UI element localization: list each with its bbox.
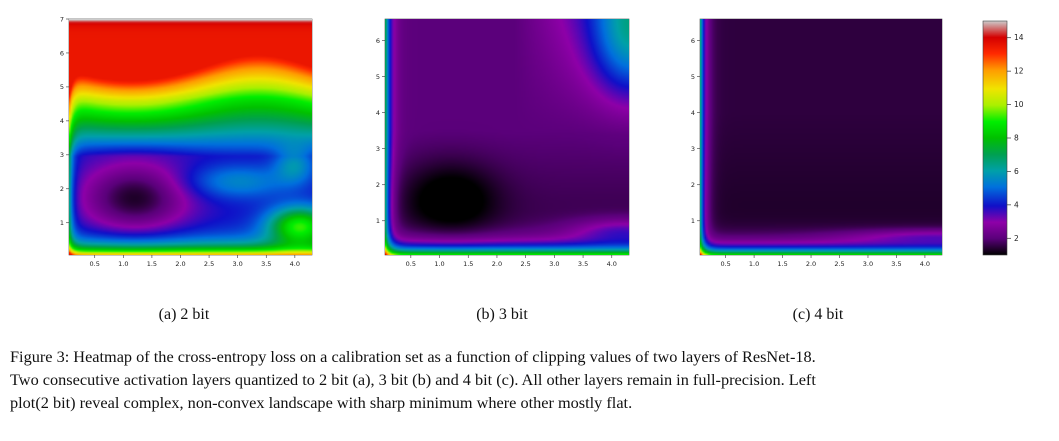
y-tick-label: 6	[60, 49, 64, 57]
colorbar-ticks: 2 4 6 8 10 12 14	[1007, 33, 1024, 243]
x-tick-label: 1.5	[147, 260, 157, 268]
colorbar-tick-label: 4	[1014, 200, 1019, 209]
y-tick-label: 3	[376, 145, 380, 153]
x-tick-label: 3.0	[232, 260, 242, 268]
x-tick-label: 3.5	[891, 260, 901, 268]
y-tick-label: 4	[60, 117, 64, 125]
x-tick-label: 0.5	[406, 260, 416, 268]
y-tick-label: 1	[691, 217, 695, 225]
x-tick-label: 3.0	[863, 260, 873, 268]
x-tick-label: 1.0	[118, 260, 128, 268]
y-tick-label: 2	[691, 181, 695, 189]
heatmap-axes-b: 0.5 1.0 1.5 2.0 2.5 3.0 3.5 4.0 1 2 3 4 5 6	[376, 37, 617, 268]
x-tick-label: 3.5	[578, 260, 588, 268]
figure-caption: Figure 3: Heatmap of the cross-entropy l…	[10, 345, 1055, 414]
subcaption-c: (c) 4 bit	[792, 306, 844, 323]
subcaption-a: (a) 2 bit	[158, 306, 210, 323]
y-tick-label: 1	[376, 217, 380, 225]
y-tick-label: 4	[376, 109, 380, 117]
y-tick-label: 5	[376, 73, 380, 81]
heatmap-panel-c: 0.5 1.0 1.5 2.0 2.5 3.0 3.5 4.0 1 2 3 4 5 6	[691, 18, 943, 268]
x-tick-label: 2.5	[520, 260, 530, 268]
heatmap-image-c	[700, 19, 942, 255]
x-tick-label: 2.0	[175, 260, 185, 268]
x-tick-label: 3.5	[261, 260, 271, 268]
y-tick-label: 3	[691, 145, 695, 153]
y-tick-label: 4	[691, 109, 695, 117]
x-tick-label: 1.5	[463, 260, 473, 268]
x-tick-label: 0.5	[720, 260, 730, 268]
colorbar-gradient	[982, 20, 1008, 256]
heatmap-panel-b: 0.5 1.0 1.5 2.0 2.5 3.0 3.5 4.0 1 2 3 4 5 6	[376, 18, 630, 268]
heatmap-axes-c: 0.5 1.0 1.5 2.0 2.5 3.0 3.5 4.0 1 2 3 4 5 6	[691, 37, 930, 268]
colorbar-tick-label: 10	[1014, 100, 1024, 109]
y-tick-label: 7	[60, 15, 64, 23]
colorbar: 2 4 6 8 10 12 14	[982, 20, 1024, 256]
caption-line-3: plot(2 bit) reveal complex, non-convex l…	[10, 393, 633, 412]
x-tick-label: 3.0	[549, 260, 559, 268]
colorbar-tick-label: 2	[1014, 234, 1019, 243]
heatmap-image-a	[69, 19, 312, 255]
x-tick-label: 1.0	[749, 260, 759, 268]
y-tick-label: 1	[60, 219, 64, 227]
x-tick-label: 2.0	[806, 260, 816, 268]
x-tick-label: 1.0	[434, 260, 444, 268]
y-tick-label: 2	[376, 181, 380, 189]
x-tick-label: 1.5	[777, 260, 787, 268]
x-tick-label: 2.5	[834, 260, 844, 268]
x-tick-label: 4.0	[290, 260, 300, 268]
caption-line-1: Figure 3: Heatmap of the cross-entropy l…	[10, 347, 816, 366]
caption-line-2: Two consecutive activation layers quanti…	[10, 370, 816, 389]
y-tick-label: 2	[60, 185, 64, 193]
y-tick-label: 3	[60, 151, 64, 159]
colorbar-tick-label: 14	[1014, 33, 1024, 42]
x-tick-label: 2.5	[204, 260, 214, 268]
y-tick-label: 5	[60, 83, 64, 91]
subcaption-b: (b) 3 bit	[476, 306, 528, 323]
x-tick-label: 4.0	[607, 260, 617, 268]
y-tick-label: 6	[376, 37, 380, 45]
x-tick-label: 4.0	[920, 260, 930, 268]
colorbar-tick-label: 8	[1014, 134, 1019, 143]
heatmap-panel-a: 0.5 1.0 1.5 2.0 2.5 3.0 3.5 4.0 1 2 3 4 5 6 7	[60, 15, 313, 268]
x-tick-label: 0.5	[90, 260, 100, 268]
y-tick-label: 5	[691, 73, 695, 81]
heatmap-image-b	[385, 19, 629, 255]
heatmap-axes-a: 0.5 1.0 1.5 2.0 2.5 3.0 3.5 4.0 1 2 3 4 5 6 7	[60, 15, 300, 268]
colorbar-tick-label: 6	[1014, 167, 1019, 176]
y-tick-label: 6	[691, 37, 695, 45]
x-tick-label: 2.0	[492, 260, 502, 268]
colorbar-tick-label: 12	[1014, 67, 1024, 76]
